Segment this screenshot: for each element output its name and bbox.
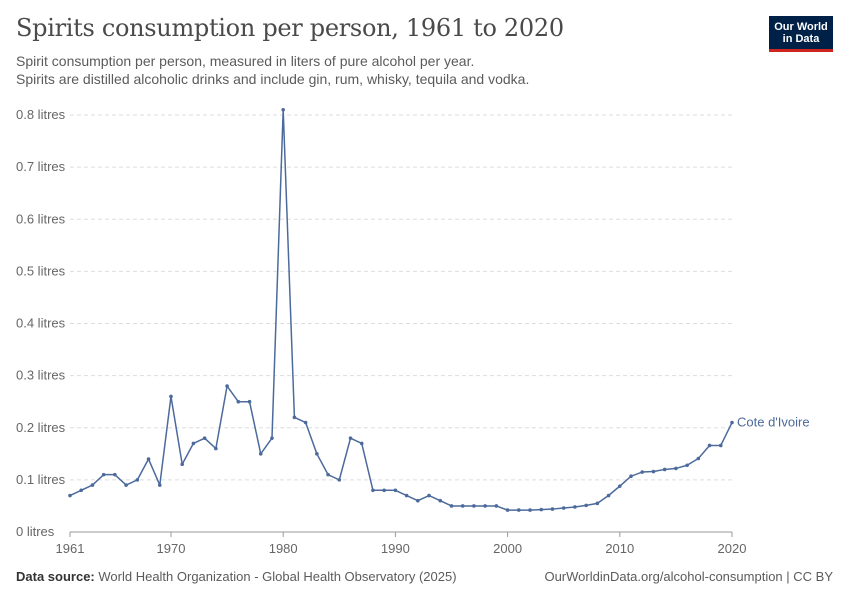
data-point [281,107,285,112]
data-point [674,466,678,471]
chart-subtitle: Spirit consumption per person, measured … [16,52,529,88]
data-point [640,470,645,474]
data-point [427,493,431,498]
data-point [191,441,196,446]
x-tick-label: 1961 [56,541,85,556]
data-point [303,420,308,425]
data-point [685,463,689,468]
data-point [270,436,274,440]
data-point [561,506,566,510]
data-point [730,420,734,425]
x-tick-label: 1970 [157,541,186,556]
x-axis-ticks: 1961 1970 1980 1990 2000 2010 2020 [56,532,747,556]
logo-line-1: Our World [774,21,828,33]
data-point [449,504,454,508]
data-point [460,504,465,508]
chart-title: Spirits consumption per person, 1961 to … [16,14,564,42]
data-point [393,488,398,493]
data-point [539,507,544,512]
data-point [169,394,173,399]
data-point [718,443,723,448]
data-point [517,508,521,512]
data-point [101,472,106,477]
grid-lines [70,114,732,533]
data-point [494,504,499,508]
data-point [202,436,207,440]
data-point [236,399,241,404]
data-point [359,441,364,446]
data-point [180,462,185,467]
x-tick-label: 1980 [269,541,298,556]
data-point [550,507,555,511]
data-point [617,484,622,488]
x-tick-label: 1990 [381,541,410,556]
series-layer: Cote d'Ivoire [68,107,810,512]
data-point [326,472,330,477]
data-point [68,493,72,498]
data-point [79,488,84,493]
data-point [696,456,701,461]
footer-url[interactable]: OurWorldinData.org/alcohol-consumption |… [544,569,833,584]
y-tick-label: 0.3 litres [16,368,66,383]
data-point [90,483,95,487]
data-point [382,488,386,493]
data-point [225,384,229,388]
data-point [528,508,532,512]
data-point [157,483,162,487]
data-point [707,443,712,448]
y-tick-label: 0.6 litres [16,211,66,226]
x-tick-label: 2010 [605,541,634,556]
data-point [584,503,588,508]
x-tick-label: 2020 [718,541,747,556]
y-tick-label: 0.4 litres [16,316,66,331]
data-point [315,452,319,456]
y-tick-label: 0.2 litres [16,420,66,435]
data-point [292,415,297,420]
y-tick-label: 0.8 litres [16,107,66,122]
y-tick-label: 0.1 litres [16,472,66,487]
data-point [416,498,420,503]
data-point [662,467,667,472]
x-tick-label: 2000 [493,541,522,556]
source-label: Data source: [16,569,95,584]
data-point [113,472,117,477]
data-point [472,504,476,508]
data-point [258,452,263,456]
data-point [573,505,577,509]
data-point [146,457,151,461]
data-point [371,488,375,493]
data-point [438,498,443,503]
data-point [124,483,128,487]
data-point [247,399,252,404]
subtitle-line-2: Spirits are distilled alcoholic drinks a… [16,71,530,87]
data-point [135,478,140,482]
data-point [595,501,600,506]
y-axis-ticks: 0 litres 0.1 litres 0.2 litres 0.3 litres 0.… [16,107,66,539]
subtitle-line-1: Spirit consumption per person, measured … [16,53,475,69]
series-label: Cote d'Ivoire [737,415,810,430]
data-point [214,446,218,451]
y-tick-label: 0.7 litres [16,159,66,174]
logo-line-2: in Data [782,33,820,45]
owid-logo[interactable]: Our World in Data [769,16,833,52]
source-text[interactable]: World Health Organization - Global Healt… [98,569,457,584]
data-point [651,469,656,474]
data-point [483,504,487,508]
y-tick-label: 0.5 litres [16,263,66,278]
data-point [348,436,353,440]
data-point [629,474,633,479]
footer-source: Data source: World Health Organization -… [16,569,457,584]
series-line [69,109,733,511]
data-point [606,493,611,498]
y-tick-label: 0 litres [16,524,55,539]
data-point [505,508,510,512]
data-point [404,493,409,498]
data-point [337,478,342,482]
